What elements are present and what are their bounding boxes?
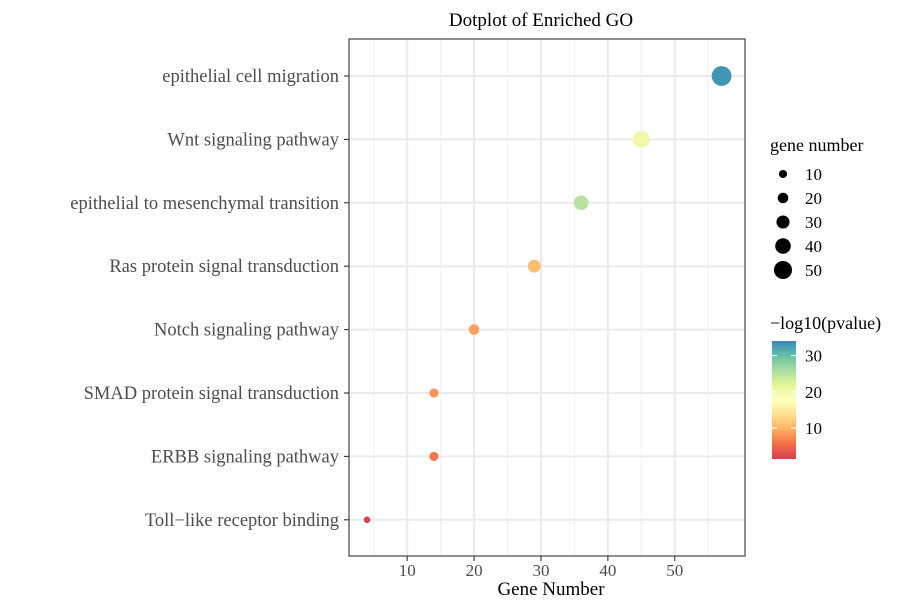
size-legend-key [775, 238, 791, 254]
colorbar-tick-label: 30 [805, 347, 822, 366]
size-legend-label: 50 [805, 261, 822, 280]
size-legend-label: 20 [805, 189, 822, 208]
data-point [429, 388, 439, 398]
size-legend: gene number 10 20 30 40 50 [770, 135, 863, 280]
x-tick-label: 10 [399, 561, 416, 580]
size-legend-key [776, 215, 790, 229]
size-legend-label: 10 [805, 165, 822, 184]
data-point [632, 130, 650, 148]
color-legend: −log10(pvalue) 10 20 30 [770, 313, 881, 459]
size-legend-key [777, 192, 789, 204]
data-points [363, 66, 732, 524]
data-point [429, 451, 439, 461]
size-legend-label: 40 [805, 237, 822, 256]
data-point [363, 516, 371, 524]
size-legend-key [773, 260, 793, 280]
colorbar-tick-label: 20 [805, 383, 822, 402]
colorbar-tick-label: 10 [805, 419, 822, 438]
x-tick-label: 30 [532, 561, 549, 580]
plot-panel [349, 39, 745, 556]
y-tick-label: Ras protein signal transduction [109, 257, 339, 277]
chart-title: Dotplot of Enriched GO [449, 10, 633, 31]
size-legend-key [778, 169, 788, 179]
y-tick-label: Wnt signaling pathway [167, 130, 339, 150]
y-tick-label: Toll−like receptor binding [145, 511, 339, 531]
colorbar [772, 341, 796, 459]
y-tick-label: epithelial to mesenchymal transition [70, 194, 339, 214]
x-axis: 10 20 30 40 50 [399, 556, 683, 580]
x-tick-label: 50 [666, 561, 683, 580]
x-tick-label: 20 [466, 561, 483, 580]
data-point [468, 324, 480, 335]
size-legend-label: 30 [805, 213, 822, 232]
data-point [573, 195, 589, 211]
y-tick-label: ERBB signaling pathway [151, 447, 340, 467]
data-point [711, 66, 732, 86]
data-point [527, 259, 541, 273]
y-tick-label: SMAD protein signal transduction [84, 384, 339, 404]
x-axis-title: Gene Number [497, 579, 605, 600]
y-axis: epithelial cell migration Wnt signaling p… [70, 67, 349, 531]
color-legend-title: −log10(pvalue) [770, 313, 881, 334]
plot-border [348, 38, 746, 557]
x-tick-label: 40 [599, 561, 616, 580]
y-tick-label: epithelial cell migration [162, 67, 339, 87]
size-legend-title: gene number [770, 135, 863, 155]
grid-lines [349, 39, 745, 556]
y-tick-label: Notch signaling pathway [154, 321, 340, 341]
